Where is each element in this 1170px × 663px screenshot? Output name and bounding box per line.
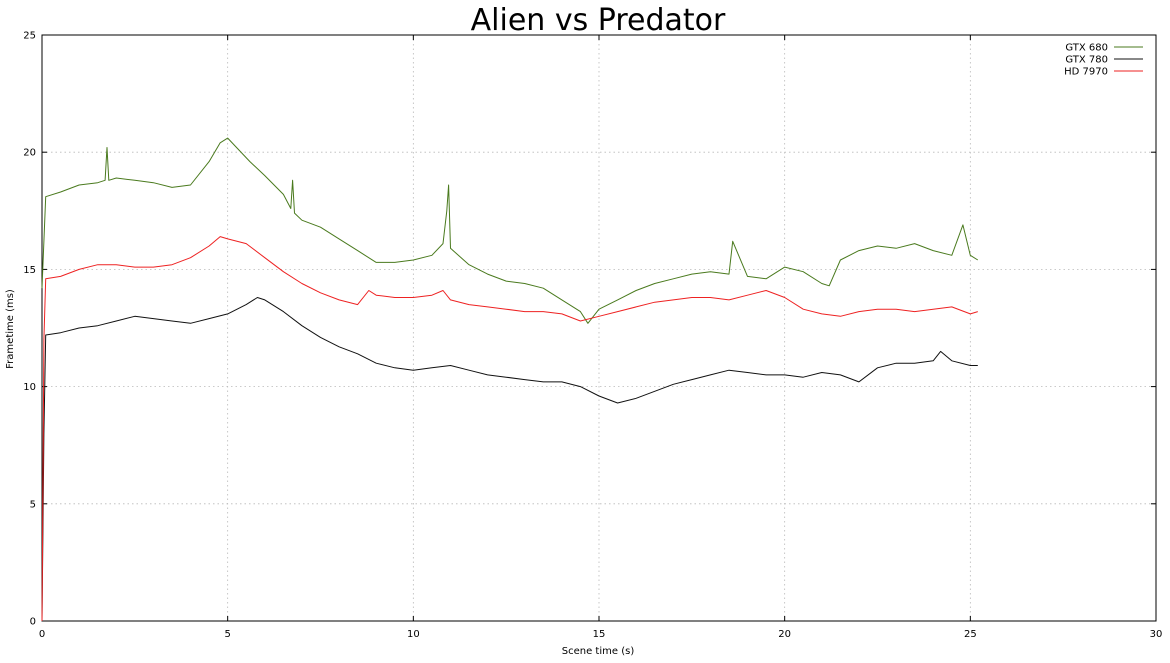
x-tick-label: 25 bbox=[964, 629, 977, 640]
series-line-gtx-780 bbox=[41, 297, 978, 622]
series-line-hd-7970 bbox=[41, 236, 978, 622]
x-tick-label: 30 bbox=[1150, 629, 1163, 640]
series-line-gtx-680 bbox=[41, 137, 979, 324]
series-layer bbox=[41, 137, 979, 622]
y-tick-label: 10 bbox=[23, 382, 36, 393]
legend-label-gtx-780: GTX 780 bbox=[1065, 55, 1108, 66]
chart-title: Alien vs Predator bbox=[471, 3, 726, 38]
x-tick-label: 10 bbox=[407, 629, 420, 640]
y-tick-label: 15 bbox=[23, 265, 36, 276]
x-axis: 0 5 10 15 20 25 30 bbox=[39, 35, 1163, 640]
x-tick-label: 0 bbox=[39, 629, 45, 640]
legend-label-hd-7970: HD 7970 bbox=[1064, 67, 1108, 78]
x-tick-label: 5 bbox=[224, 629, 230, 640]
x-axis-label: Scene time (s) bbox=[562, 646, 635, 657]
grid bbox=[42, 35, 1156, 621]
x-tick-label: 20 bbox=[778, 629, 791, 640]
y-tick-label: 25 bbox=[23, 31, 36, 42]
legend-label-gtx-680: GTX 680 bbox=[1065, 43, 1108, 54]
y-axis-label: Frametime (ms) bbox=[5, 289, 16, 369]
y-tick-label: 5 bbox=[30, 499, 36, 510]
x-tick-label: 15 bbox=[593, 629, 606, 640]
y-tick-label: 20 bbox=[23, 148, 36, 159]
y-tick-label: 0 bbox=[30, 617, 36, 628]
